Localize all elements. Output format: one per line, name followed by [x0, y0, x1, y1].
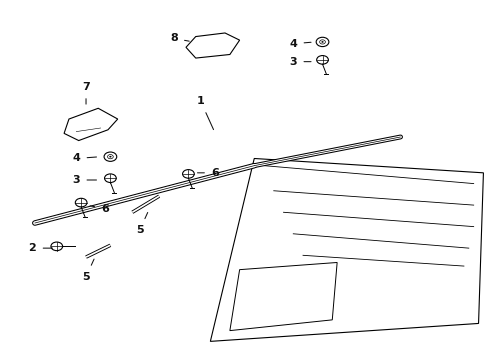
Text: 1: 1	[196, 96, 213, 130]
Text: 4: 4	[72, 153, 96, 163]
Text: 3: 3	[289, 57, 310, 67]
Text: 3: 3	[72, 175, 96, 185]
Text: 6: 6	[197, 168, 219, 178]
Text: 5: 5	[136, 212, 147, 235]
Text: 5: 5	[82, 259, 94, 282]
Circle shape	[321, 41, 323, 43]
Text: 4: 4	[289, 39, 310, 49]
Text: 7: 7	[82, 82, 90, 104]
Circle shape	[109, 156, 111, 158]
Text: 2: 2	[28, 243, 53, 253]
Text: 6: 6	[90, 204, 109, 214]
Text: 8: 8	[169, 33, 189, 43]
